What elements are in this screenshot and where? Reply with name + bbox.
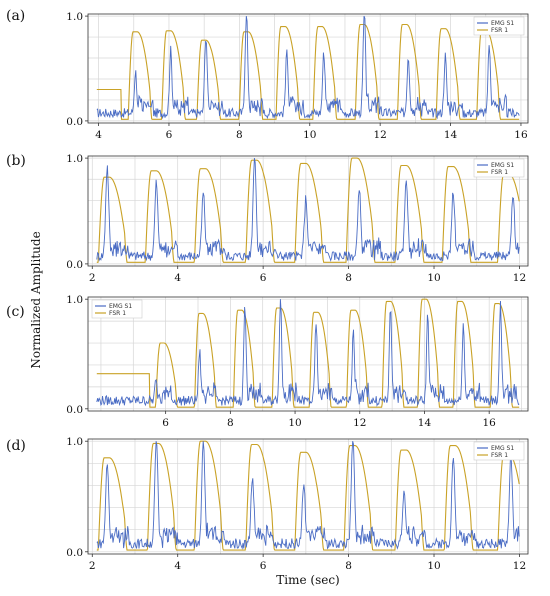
panel-label: (d): [6, 438, 26, 454]
series-fsr-line: [96, 23, 520, 120]
x-tick-label: 4: [174, 272, 181, 284]
legend-label: FSR 1: [491, 169, 508, 176]
x-tick-label: 6: [162, 417, 169, 429]
x-tick-label: 14: [418, 417, 432, 429]
series-emg-line: [96, 158, 520, 262]
x-tick-label: 12: [513, 272, 526, 284]
legend-label: EMG S1: [109, 303, 132, 310]
series-fsr-line: [96, 157, 520, 263]
series-emg-line: [96, 299, 520, 407]
y-axis-title: Normalized Amplitude: [29, 231, 43, 368]
plot-frame: [87, 155, 529, 267]
panel-label: (c): [6, 304, 25, 320]
series-emg-line: [96, 15, 520, 120]
series-emg-line: [96, 441, 520, 550]
legend-label: EMG S1: [491, 20, 514, 27]
x-tick-label: 8: [345, 272, 352, 284]
x-tick-label: 10: [303, 129, 316, 141]
x-tick-label: 8: [236, 129, 243, 141]
legend-label: FSR 1: [109, 310, 126, 317]
x-tick-label: 2: [89, 560, 96, 572]
x-tick-label: 6: [260, 560, 267, 572]
x-tick-label: 4: [95, 129, 102, 141]
x-tick-label: 16: [482, 417, 496, 429]
x-tick-label: 6: [166, 129, 173, 141]
plot-frame: [87, 13, 529, 124]
x-tick-label: 10: [427, 560, 440, 572]
legend-label: EMG S1: [491, 445, 514, 452]
y-tick-label: 1.0: [66, 153, 83, 165]
y-tick-label: 1.0: [66, 294, 83, 306]
x-tick-label: 8: [227, 417, 234, 429]
x-tick-label: 10: [288, 417, 301, 429]
panel-label: (a): [6, 8, 25, 24]
x-tick-label: 12: [353, 417, 366, 429]
x-tick-label: 10: [427, 272, 440, 284]
legend-label: FSR 1: [491, 27, 508, 34]
x-tick-label: 6: [260, 272, 267, 284]
series-fsr-line: [96, 440, 520, 551]
y-tick-label: 0.0: [66, 116, 83, 128]
series-fsr-line: [96, 298, 520, 408]
x-tick-label: 12: [513, 560, 526, 572]
y-tick-label: 1.0: [66, 11, 83, 23]
y-tick-label: 0.0: [66, 547, 83, 559]
x-tick-label: 16: [514, 129, 528, 141]
x-axis-title: Time (sec): [276, 573, 339, 587]
x-tick-label: 12: [373, 129, 386, 141]
y-tick-label: 0.0: [66, 259, 83, 271]
plot-frame: [87, 438, 529, 555]
x-tick-label: 14: [444, 129, 458, 141]
x-tick-label: 4: [174, 560, 181, 572]
x-tick-label: 2: [89, 272, 96, 284]
legend-label: FSR 1: [491, 452, 508, 459]
panel-label: (b): [6, 153, 26, 169]
plot-frame: [87, 296, 529, 412]
x-tick-label: 8: [345, 560, 352, 572]
legend-label: EMG S1: [491, 162, 514, 169]
y-tick-label: 1.0: [66, 436, 83, 448]
y-tick-label: 0.0: [66, 404, 83, 416]
